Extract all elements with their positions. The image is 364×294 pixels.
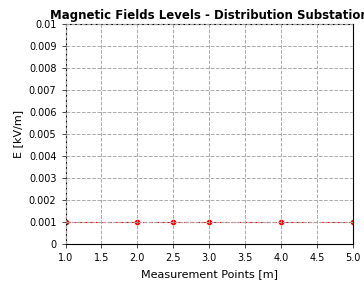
X-axis label: Measurement Points [m]: Measurement Points [m] <box>141 269 278 279</box>
Title: Magnetic Fields Levels - Distribution Substation: Magnetic Fields Levels - Distribution Su… <box>50 9 364 22</box>
Y-axis label: E [kV/m]: E [kV/m] <box>13 110 23 158</box>
